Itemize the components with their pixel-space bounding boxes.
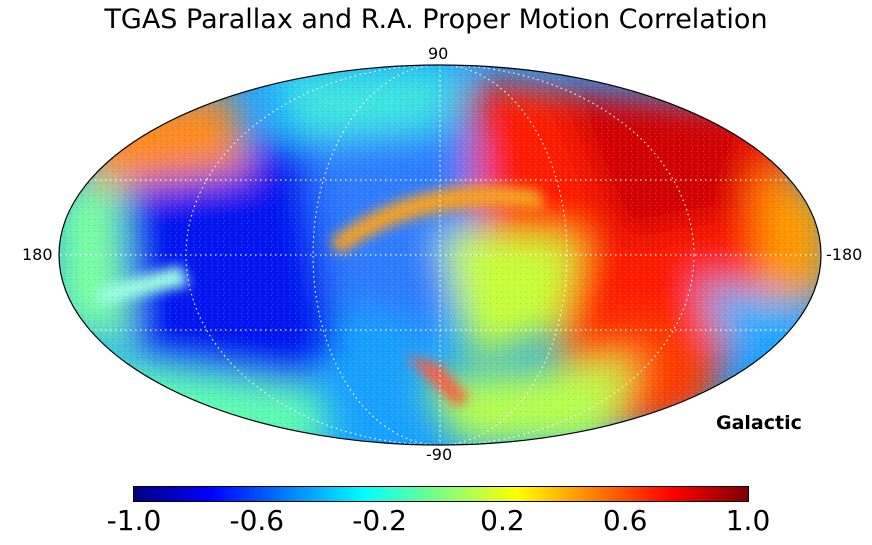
colorbar-tick-label: 0.6 bbox=[602, 504, 648, 537]
colorbar-tick-label: -1.0 bbox=[106, 504, 162, 537]
map-boundary bbox=[58, 64, 822, 446]
colorbar-tick-label: 0.2 bbox=[480, 504, 525, 537]
latitude-label-bottom: -90 bbox=[426, 445, 453, 464]
sky-map-pixels bbox=[59, 65, 821, 445]
colorbar bbox=[133, 486, 749, 502]
colorbar-tick-label: 1.0 bbox=[725, 504, 771, 537]
longitude-label-left: 180 bbox=[22, 245, 53, 264]
colorbar-tick-label: -0.6 bbox=[229, 504, 285, 537]
colorbar-tick-label: -0.2 bbox=[352, 504, 407, 537]
longitude-label-right: -180 bbox=[826, 245, 863, 264]
latitude-label-top: 90 bbox=[428, 44, 449, 63]
coordinate-system-label: Galactic bbox=[716, 412, 802, 434]
map-title: TGAS Parallax and R.A. Proper Motion Cor… bbox=[104, 4, 768, 35]
